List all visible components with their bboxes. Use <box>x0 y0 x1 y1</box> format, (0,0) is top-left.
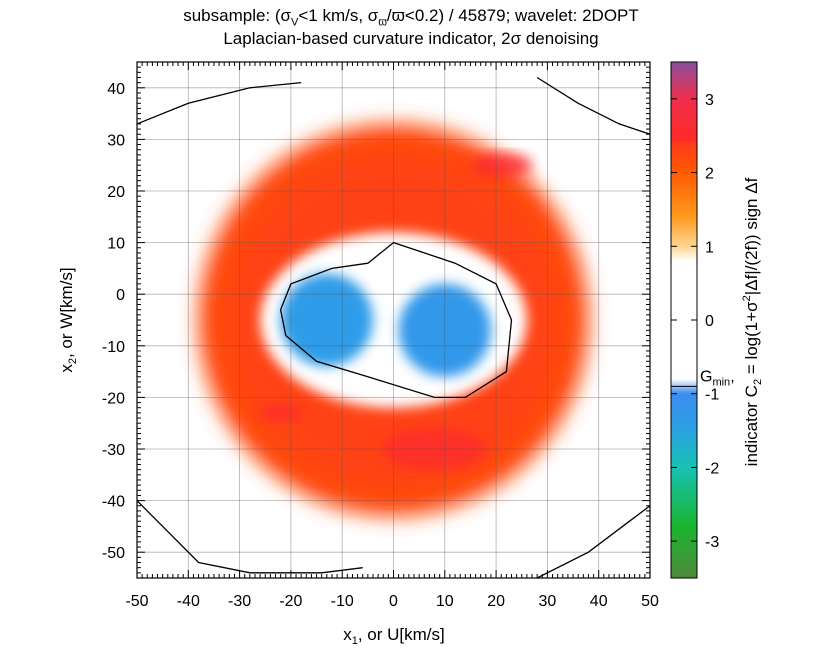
heatmap-patch <box>260 404 302 422</box>
contour-top-right <box>536 76 650 135</box>
heatmap-area <box>137 62 650 578</box>
y-tick-label: 40 <box>107 81 125 98</box>
x-tick-label: -50 <box>125 593 148 610</box>
contour-top-left <box>137 81 302 125</box>
x-tick-label: 30 <box>539 593 557 610</box>
heatmap-patch <box>383 428 486 470</box>
heatmap-blob <box>398 283 491 377</box>
y-tick-label: -50 <box>102 545 125 562</box>
colorbar-tick-label: 3 <box>705 92 714 109</box>
x-tick-label: 50 <box>641 593 659 610</box>
x-tick-label: -10 <box>331 593 354 610</box>
heatmap-patch <box>470 152 533 178</box>
x-tick-label: -30 <box>228 593 251 610</box>
contour-inner <box>279 241 513 399</box>
colorbar-tick-label: -1 <box>705 387 719 404</box>
x-tick-label: 40 <box>590 593 608 610</box>
x-tick-label: -40 <box>177 593 200 610</box>
colorbar-tick-label: 0 <box>705 313 714 330</box>
chart-title-line-1: subsample: (σV<1 km/s, σϖ/ϖ<0.2) / 45879… <box>183 6 639 29</box>
colorbar-label: indicator C2 = log(1+σ2|Δf|/(2f)) sign Δ… <box>741 177 764 466</box>
y-tick-label: 20 <box>107 184 125 201</box>
y-tick-label: 0 <box>116 287 125 304</box>
colorbar-tick-label: -3 <box>705 534 719 551</box>
contour-bottom-right <box>536 505 650 578</box>
contour-bottom-left <box>137 500 363 574</box>
colorbar-tick-label: -2 <box>705 460 719 477</box>
x-tick-label: 0 <box>389 593 398 610</box>
gmin-marker-label: Gmin, <box>700 368 735 388</box>
chart-title-line-2: Laplacian-based curvature indicator, 2σ … <box>223 29 599 48</box>
y-axis-label: x2, or W[km/s] <box>57 267 79 372</box>
y-tick-label: -10 <box>102 339 125 356</box>
y-tick-label: 10 <box>107 236 125 253</box>
y-tick-label: 30 <box>107 132 125 149</box>
x-tick-label: 10 <box>436 593 454 610</box>
colorbar-tick-label: 1 <box>705 239 714 256</box>
x-axis-label: x1, or U[km/s] <box>343 625 445 647</box>
y-tick-label: -20 <box>102 390 125 407</box>
x-tick-label: -20 <box>279 593 302 610</box>
y-tick-label: -40 <box>102 494 125 511</box>
colorbar-tick-label: 2 <box>705 166 714 183</box>
x-tick-label: 20 <box>487 593 505 610</box>
heatmap-blob <box>280 273 373 367</box>
y-tick-label: -30 <box>102 442 125 459</box>
